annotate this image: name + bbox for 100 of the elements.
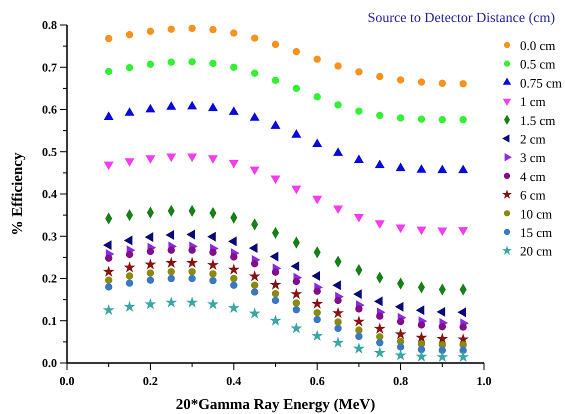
point xyxy=(228,264,240,275)
point xyxy=(230,282,238,289)
y-axis-title: % Efficiency xyxy=(10,152,26,236)
point xyxy=(228,236,237,246)
point xyxy=(228,106,239,115)
point xyxy=(104,111,114,120)
point xyxy=(416,350,428,362)
y-tick-label: 0.8 xyxy=(42,18,57,32)
point xyxy=(124,300,136,312)
point xyxy=(290,288,302,300)
point xyxy=(396,318,404,326)
point xyxy=(314,288,321,295)
x-tick-label: 0.2 xyxy=(142,374,158,388)
point xyxy=(311,330,324,341)
y-tick-label: 0.3 xyxy=(42,229,57,244)
legend-label: 0.75 cm xyxy=(520,75,562,90)
point xyxy=(105,68,112,76)
point xyxy=(250,70,258,77)
point xyxy=(396,343,404,351)
point xyxy=(437,164,448,174)
point xyxy=(394,349,406,360)
point xyxy=(290,261,300,272)
point xyxy=(396,76,404,84)
point xyxy=(124,261,136,272)
point xyxy=(126,64,134,72)
point xyxy=(314,56,321,63)
point xyxy=(311,298,324,309)
legend-label: 4 cm xyxy=(520,168,546,184)
point xyxy=(146,28,154,35)
point xyxy=(105,254,112,262)
point xyxy=(165,256,178,268)
legend-title: Source to Detector Distance (cm) xyxy=(368,11,556,26)
point xyxy=(146,60,154,68)
y-tick-label: 0.0 xyxy=(42,356,57,370)
point xyxy=(438,80,446,87)
y-tick-label: 0.2 xyxy=(42,272,57,286)
legend-label: 20 cm xyxy=(520,244,552,259)
point xyxy=(459,323,467,331)
point xyxy=(374,160,385,168)
point xyxy=(272,296,280,304)
point xyxy=(186,296,198,308)
point xyxy=(250,282,258,289)
point xyxy=(376,312,384,320)
point xyxy=(396,162,406,172)
point xyxy=(292,299,300,307)
x-tick-label: 0.4 xyxy=(226,374,242,388)
point xyxy=(248,270,260,282)
point xyxy=(354,154,364,164)
point xyxy=(168,246,175,254)
legend-label: 15 cm xyxy=(520,225,552,240)
point xyxy=(188,274,196,282)
point xyxy=(418,321,426,329)
point xyxy=(334,324,342,332)
point xyxy=(355,326,363,334)
x-tick-label: 0.8 xyxy=(393,374,408,388)
point xyxy=(250,34,258,42)
point xyxy=(144,258,156,270)
point xyxy=(168,274,175,282)
point xyxy=(457,350,469,362)
point xyxy=(272,268,280,276)
point xyxy=(314,93,321,100)
point xyxy=(188,268,196,276)
point xyxy=(207,298,219,310)
point xyxy=(332,336,344,348)
point xyxy=(438,346,446,354)
point xyxy=(124,107,134,116)
point xyxy=(334,296,342,304)
point xyxy=(314,316,321,324)
point xyxy=(292,48,300,56)
point xyxy=(272,76,280,84)
point xyxy=(105,276,112,284)
point xyxy=(270,252,278,262)
point xyxy=(230,29,238,37)
point xyxy=(188,24,196,32)
point xyxy=(146,248,154,256)
point xyxy=(250,288,258,296)
point xyxy=(144,232,154,242)
point xyxy=(250,112,260,121)
point xyxy=(312,138,322,147)
point xyxy=(208,102,218,112)
point xyxy=(272,40,280,48)
point xyxy=(292,278,300,286)
point xyxy=(230,274,238,282)
point xyxy=(416,332,428,343)
point xyxy=(270,314,282,326)
point xyxy=(126,250,134,258)
legend-label: 1.5 cm xyxy=(520,112,556,128)
point xyxy=(103,240,112,250)
point xyxy=(188,246,196,254)
point xyxy=(168,58,175,66)
point xyxy=(105,283,112,291)
y-tick-label: 0.6 xyxy=(42,102,57,116)
point xyxy=(312,271,320,281)
point xyxy=(416,305,424,316)
x-tick-label: 0.6 xyxy=(310,374,325,388)
x-tick-label: 1.0 xyxy=(476,374,492,388)
point xyxy=(168,26,175,33)
legend-label: 10 cm xyxy=(520,206,552,222)
point xyxy=(126,31,134,38)
x-tick-label: 0.0 xyxy=(60,374,74,388)
